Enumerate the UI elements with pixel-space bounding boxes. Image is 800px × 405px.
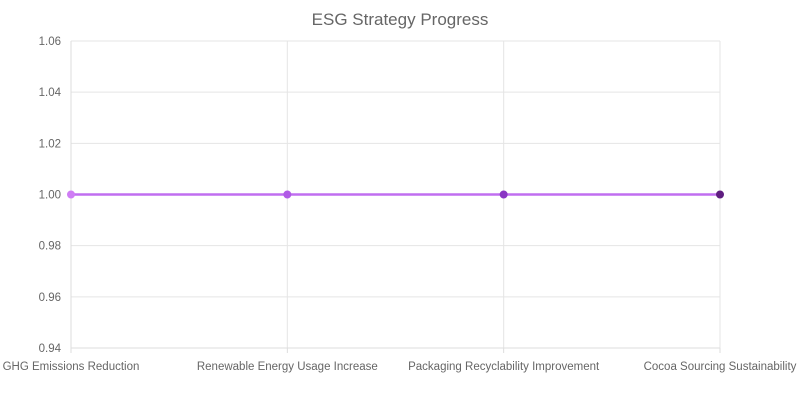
y-tick-label: 1.02 bbox=[39, 138, 61, 150]
data-point bbox=[716, 190, 724, 199]
tick-labels: 0.94 0.96 0.98 1.00 1.02 1.04 1.06 GHG Emission… bbox=[3, 36, 797, 373]
y-tick-label: 1.06 bbox=[39, 36, 61, 48]
data-point bbox=[67, 190, 75, 199]
y-tick-label: 1.04 bbox=[39, 87, 62, 99]
x-tick-label: Cocoa Sourcing Sustainability bbox=[644, 361, 797, 373]
data-point bbox=[283, 190, 292, 199]
data-point bbox=[499, 190, 508, 199]
x-tick-label: Renewable Energy Usage Increase bbox=[197, 361, 378, 373]
chart-title: ESG Strategy Progress bbox=[312, 10, 489, 29]
y-tick-label: 0.96 bbox=[39, 292, 61, 304]
y-tick-label: 0.98 bbox=[39, 241, 61, 253]
x-tick-label: Packaging Recyclability Improvement bbox=[408, 361, 600, 373]
y-tick-label: 0.94 bbox=[39, 343, 62, 355]
y-tick-label: 1.00 bbox=[39, 190, 61, 202]
series bbox=[67, 190, 724, 199]
axes bbox=[70, 41, 721, 353]
x-tick-label: GHG Emissions Reduction bbox=[3, 361, 140, 373]
